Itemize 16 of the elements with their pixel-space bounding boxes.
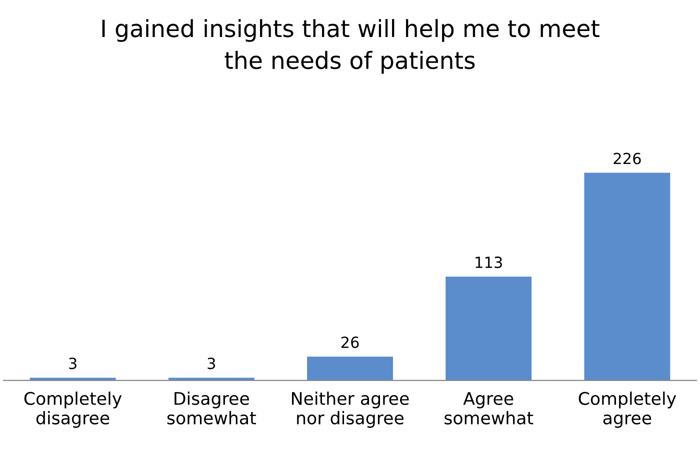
x-tick-label: Completely agree (578, 392, 676, 428)
bar (168, 378, 254, 380)
data-label: 113 (476, 256, 502, 268)
data-label: 3 (208, 358, 216, 370)
x-tick-label: Disagree somewhat (167, 392, 256, 424)
bar (584, 172, 670, 380)
x-tick-label: Completely disagree (24, 392, 122, 428)
bar (307, 356, 393, 380)
bar (30, 378, 116, 380)
x-tick-label: Agree somewhat (444, 392, 534, 424)
data-label: 26 (341, 336, 359, 348)
chart-title: I gained insights that will help me to meet the needs of patients (102, 19, 600, 74)
data-label: 226 (614, 152, 641, 164)
x-tick-label: Neither agree nor disagree (292, 392, 409, 428)
bar (446, 276, 532, 380)
data-label: 3 (69, 358, 76, 370)
